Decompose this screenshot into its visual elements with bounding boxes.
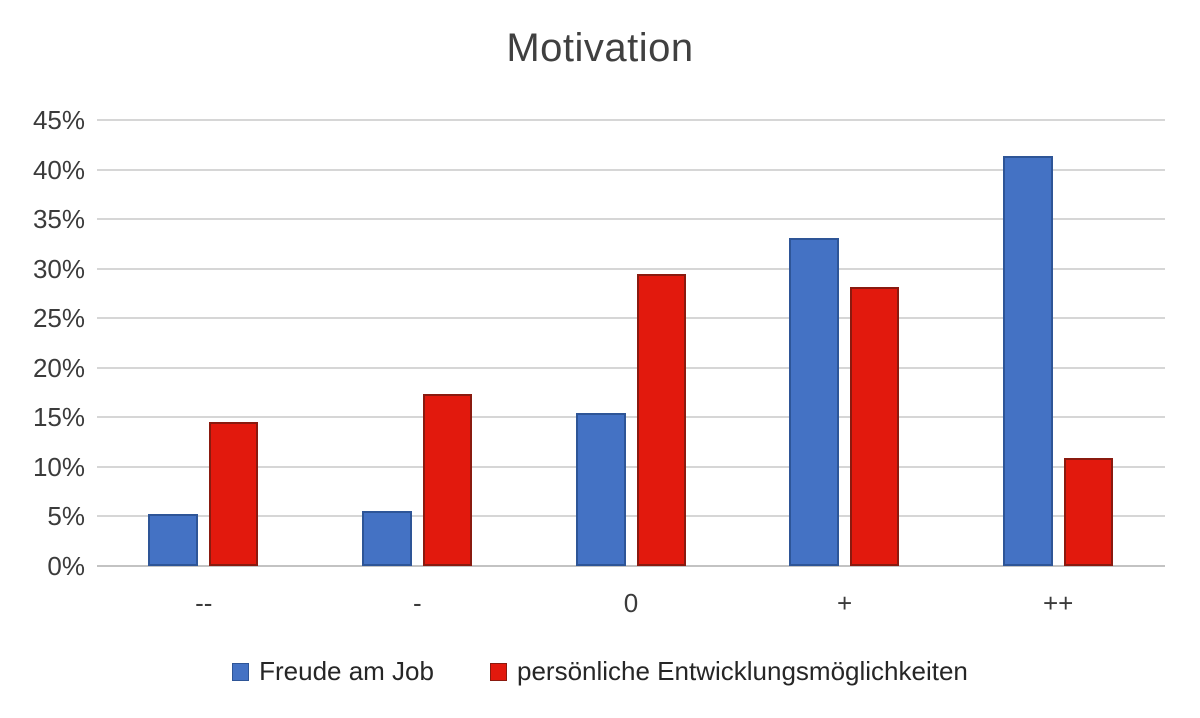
y-tick-label-15%: 15% [32,402,85,433]
y-tick-label-5%: 5% [47,501,85,532]
x-tick-label-0: 0 [623,588,639,618]
bar-series1--- [209,422,259,566]
y-tick-label-25%: 25% [32,303,85,334]
x-tick-label-+: + [837,588,853,618]
gridline-35% [97,218,1165,221]
gridline-0% [97,565,1165,567]
legend-label-entwicklungsmoeglichkeiten: persönliche Entwicklungsmöglichkeiten [516,656,968,686]
legend-swatch-red-icon [489,662,507,681]
bar-series1-++ [1063,457,1113,566]
legend-label-freude-am-job: Freude am Job [259,656,434,686]
gridline-5% [97,515,1165,518]
bar-series1-+ [850,287,900,566]
bar-series0--- [148,514,199,566]
gridline-30% [97,267,1165,270]
plot-area [97,119,1165,567]
bar-series0-- [361,511,412,566]
bar-series0-0 [575,413,626,566]
y-tick-label-30%: 30% [32,253,85,284]
legend-item-freude-am-job: Freude am Job [232,656,434,687]
bar-series1-0 [636,273,686,566]
y-tick-label-40%: 40% [32,154,85,185]
gridline-10% [97,465,1165,468]
legend-swatch-blue-icon [232,662,250,681]
gridline-45% [97,119,1165,121]
x-tick-label---: -- [195,588,213,618]
bar-series1-- [422,393,472,566]
legend: Freude am Job persönliche Entwicklungsmö… [0,656,1200,687]
y-tick-label-45%: 45% [32,105,85,135]
y-tick-label-10%: 10% [32,451,85,482]
x-tick-label--: - [413,588,422,618]
gridline-25% [97,317,1165,320]
x-tick-label-++: ++ [1043,588,1074,618]
bar-series0-+ [789,237,840,566]
y-tick-label-35%: 35% [32,204,85,235]
legend-item-entwicklungsmoeglichkeiten: persönliche Entwicklungsmöglichkeiten [489,656,968,687]
y-tick-label-20%: 20% [32,352,85,383]
y-tick-label-0%: 0% [47,551,85,581]
gridline-15% [97,416,1165,419]
bar-series0-++ [1002,155,1053,566]
chart-title: Motivation [506,26,694,70]
gridline-40% [97,168,1165,171]
gridline-20% [97,366,1165,369]
